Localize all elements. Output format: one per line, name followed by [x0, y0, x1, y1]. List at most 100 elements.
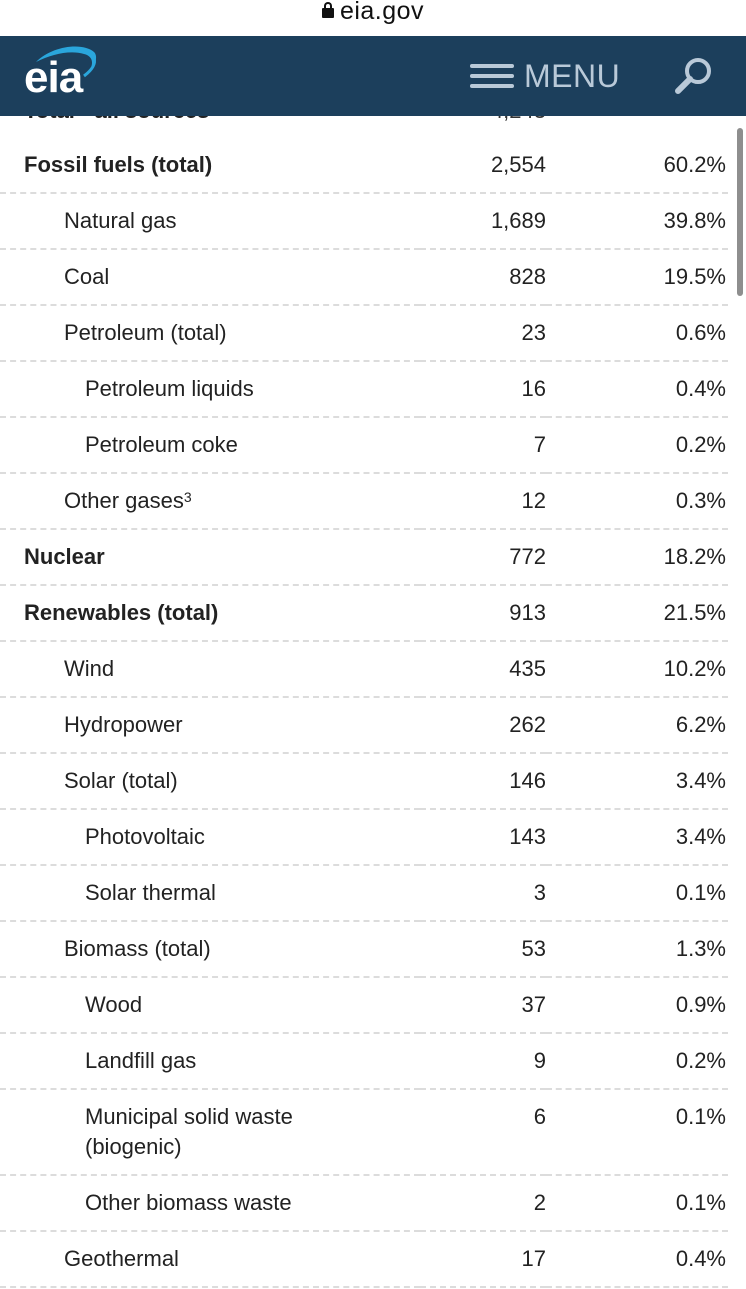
row-label: Coal — [64, 264, 110, 289]
row-percent: 3.4% — [546, 809, 728, 866]
row-percent: 0.2% — [546, 1033, 728, 1090]
row-percent: 18.2% — [546, 529, 728, 586]
row-label-cell: Nuclear — [0, 529, 420, 586]
row-label-cell: Pumped storage hydropower4 — [0, 1287, 420, 1289]
row-label-cell: Natural gas — [0, 193, 420, 250]
table-row: Petroleum (total) 23 0.6% — [0, 305, 728, 362]
row-percent: 0.4% — [546, 361, 728, 418]
row-percent: -0.1% — [546, 1287, 728, 1289]
row-percent: 0.2% — [546, 417, 728, 474]
menu-button[interactable]: MENU — [470, 58, 620, 94]
row-label: Wood — [85, 992, 143, 1017]
row-value: 2 — [420, 1175, 546, 1232]
row-value: 2,554 — [420, 138, 546, 194]
table-row: Petroleum liquids 16 0.4% — [0, 361, 728, 418]
row-value: 435 — [420, 641, 546, 698]
logo-swoosh-icon — [36, 46, 97, 78]
row-label: Biomass (total) — [64, 936, 211, 961]
row-label: Solar (total) — [64, 768, 178, 793]
row-value: 37 — [420, 977, 546, 1034]
search-icon — [675, 58, 711, 94]
table-row: Coal 828 19.5% — [0, 249, 728, 306]
row-label-cell: Other biomass waste — [0, 1175, 420, 1232]
row-label-cell: Wood — [0, 977, 420, 1034]
table-row: Municipal solid waste (biogenic) 6 0.1% — [0, 1089, 728, 1176]
logo-text: eia — [24, 53, 83, 102]
row-value: 772 — [420, 529, 546, 586]
table-row: Hydropower 262 6.2% — [0, 697, 728, 754]
row-percent: 3.4% — [546, 753, 728, 810]
row-value: 3 — [420, 865, 546, 922]
row-label-cell: Petroleum (total) — [0, 305, 420, 362]
row-label-cell: Solar (total) — [0, 753, 420, 810]
row-value: 146 — [420, 753, 546, 810]
row-label: Petroleum coke — [85, 432, 238, 457]
row-label-cell: Coal — [0, 249, 420, 306]
row-percent: 0.1% — [546, 865, 728, 922]
url-domain[interactable]: eia.gov — [339, 0, 425, 25]
row-label: Petroleum liquids — [85, 376, 254, 401]
row-value: 262 — [420, 697, 546, 754]
row-percent: 19.5% — [546, 249, 728, 306]
row-label: Photovoltaic — [85, 824, 205, 849]
table-viewport[interactable]: Total - all sources 4,243 Fossil fuels (… — [0, 116, 746, 1289]
table-row: Biomass (total) 53 1.3% — [0, 921, 728, 978]
row-label-cell: Hydropower — [0, 697, 420, 754]
row-label: Hydropower — [64, 712, 183, 737]
scrollbar-thumb[interactable] — [737, 128, 743, 296]
row-percent: 0.1% — [546, 1089, 728, 1176]
row-label-cell: Renewables (total) — [0, 585, 420, 642]
site-header: eia MENU — [0, 36, 746, 116]
row-percent: 10.2% — [546, 641, 728, 698]
row-label: Solar thermal — [85, 880, 216, 905]
row-label: Natural gas — [64, 208, 177, 233]
row-label-cell: Solar thermal — [0, 865, 420, 922]
table-row-total-cutoff: Total - all sources 4,243 — [0, 116, 728, 126]
row-label: Fossil fuels (total) — [24, 152, 213, 177]
row-value: 12 — [420, 473, 546, 530]
table-row: Natural gas 1,689 39.8% — [0, 193, 728, 250]
table-row: Other biomass waste 2 0.1% — [0, 1175, 728, 1232]
table-row: Other gases3 12 0.3% — [0, 473, 728, 530]
row-label: Renewables (total) — [24, 600, 219, 625]
table-row: Solar (total) 146 3.4% — [0, 753, 728, 810]
row-value: 17 — [420, 1231, 546, 1288]
table-row: Solar thermal 3 0.1% — [0, 865, 728, 922]
table-row: Landfill gas 9 0.2% — [0, 1033, 728, 1090]
row-value: 143 — [420, 809, 546, 866]
row-percent: 0.3% — [546, 473, 728, 530]
table-row: Photovoltaic 143 3.4% — [0, 809, 728, 866]
row-label-cell: Photovoltaic — [0, 809, 420, 866]
table-row: Nuclear 772 18.2% — [0, 529, 728, 586]
row-label-cell: Wind — [0, 641, 420, 698]
table-row: Fossil fuels (total) 2,554 60.2% — [0, 138, 728, 194]
menu-label: MENU — [524, 57, 621, 94]
row-percent: 0.9% — [546, 977, 728, 1034]
generation-table: Fossil fuels (total) 2,554 60.2% Natural ga… — [0, 138, 728, 1289]
table-row: Petroleum coke 7 0.2% — [0, 417, 728, 474]
row-label-cell: Fossil fuels (total) — [0, 138, 420, 194]
browser-url-bar[interactable]: eia.gov — [0, 0, 746, 36]
row-label-cell: Landfill gas — [0, 1033, 420, 1090]
row-label: Municipal solid waste (biogenic) — [85, 1104, 293, 1159]
footnote-link[interactable]: 3 — [183, 489, 192, 505]
row-value: 4,243 — [491, 116, 546, 124]
row-label-cell: Biomass (total) — [0, 921, 420, 978]
row-percent: 60.2% — [546, 138, 728, 194]
search-button[interactable] — [672, 54, 716, 98]
row-value: 913 — [420, 585, 546, 642]
row-label: Geothermal — [64, 1246, 179, 1271]
eia-logo[interactable]: eia — [22, 42, 102, 108]
generation-table-body: Fossil fuels (total) 2,554 60.2% Natural ga… — [0, 138, 728, 1289]
row-label-cell: Other gases3 — [0, 473, 420, 530]
table-row: Wood 37 0.9% — [0, 977, 728, 1034]
row-percent: 0.6% — [546, 305, 728, 362]
table-row: Geothermal 17 0.4% — [0, 1231, 728, 1288]
row-label-cell: Petroleum coke — [0, 417, 420, 474]
row-value: 23 — [420, 305, 546, 362]
row-value: 1,689 — [420, 193, 546, 250]
row-value: 53 — [420, 921, 546, 978]
row-value: -6 — [420, 1287, 546, 1289]
row-value: 6 — [420, 1089, 546, 1176]
row-label-cell: Municipal solid waste (biogenic) — [0, 1089, 420, 1176]
